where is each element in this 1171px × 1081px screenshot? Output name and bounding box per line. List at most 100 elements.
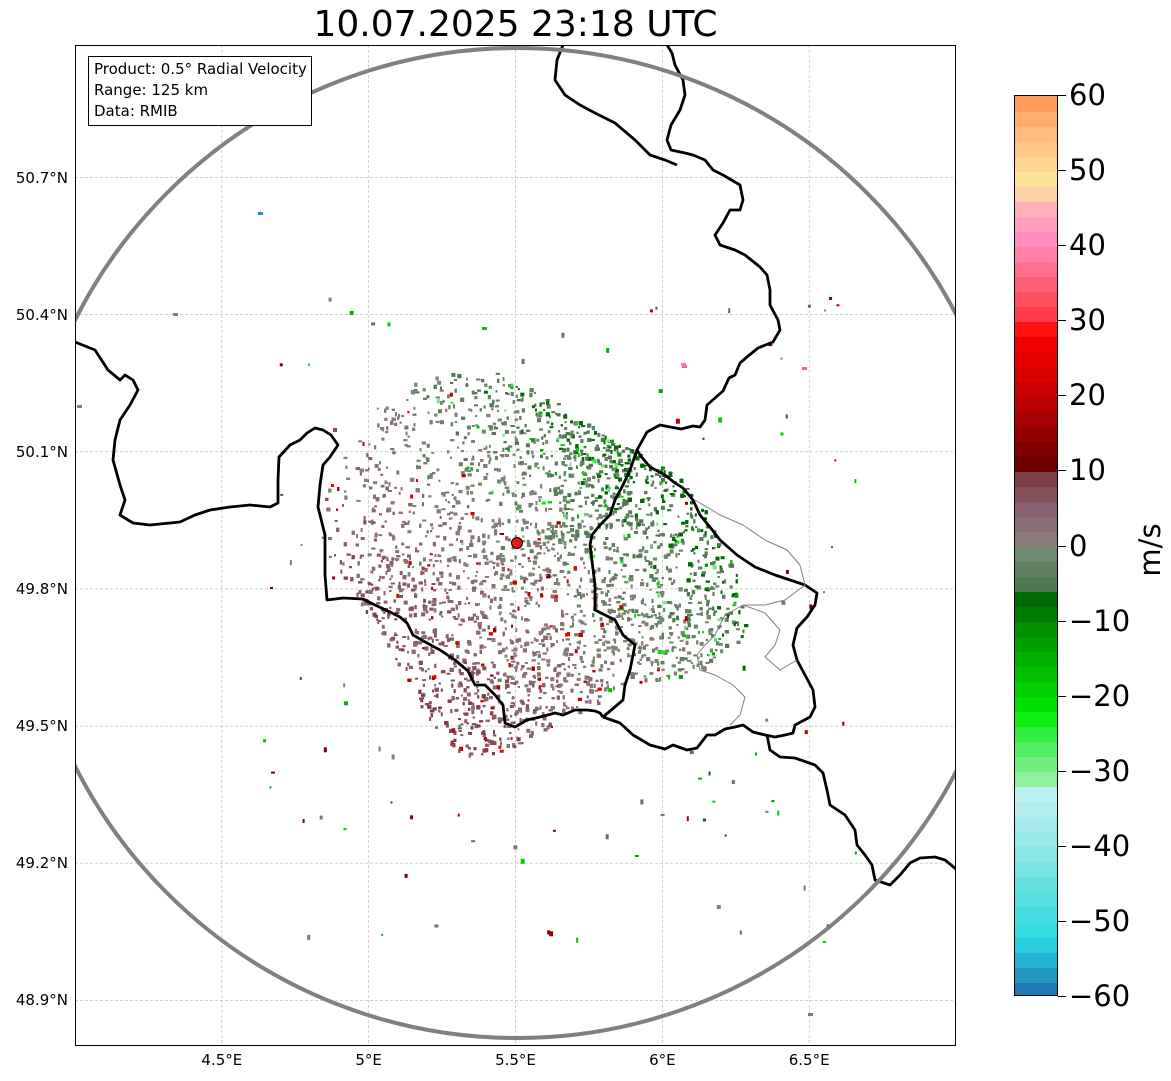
echo-pixel	[663, 607, 666, 612]
echo-pixel	[519, 430, 523, 435]
echo-pixel	[576, 646, 580, 650]
echo-pixel	[591, 590, 596, 594]
echo-pixel	[413, 406, 416, 410]
echo-pixel	[575, 533, 580, 538]
echo-pixel	[550, 677, 555, 682]
echo-pixel	[549, 488, 552, 493]
echo-pixel	[481, 429, 486, 434]
echo-pixel	[401, 415, 404, 417]
radar-map[interactable]	[75, 45, 956, 1046]
echo-pixel	[421, 631, 424, 634]
echo-pixel	[605, 485, 608, 490]
echo-pixel	[616, 615, 620, 618]
echo-pixel	[470, 409, 473, 412]
echo-pixel	[584, 548, 589, 553]
echo-pixel	[517, 728, 520, 731]
echo-pixel	[604, 457, 608, 461]
echo-pixel	[508, 384, 512, 388]
echo-pixel	[486, 414, 491, 418]
echo-pixel	[534, 463, 538, 468]
echo-pixel	[440, 386, 442, 391]
echo-pixel	[437, 553, 440, 557]
echo-pixel	[712, 656, 716, 659]
echo-pixel	[616, 601, 621, 604]
echo-pixel	[655, 591, 660, 594]
echo-pixel	[583, 623, 587, 626]
echo-pixel	[414, 631, 417, 634]
echo-pixel	[699, 641, 704, 646]
echo-pixel	[627, 454, 631, 458]
echo-pixel	[395, 550, 400, 554]
echo-pixel	[576, 706, 579, 708]
echo-pixel	[534, 403, 537, 407]
echo-pixel	[554, 487, 558, 490]
echo-pixel	[689, 572, 692, 575]
echo-pixel	[394, 486, 398, 489]
echo-pixel	[657, 529, 660, 532]
echo-pixel	[466, 425, 471, 430]
echo-pixel	[635, 525, 638, 530]
echo-pixel	[597, 458, 600, 461]
echo-pixel	[377, 467, 381, 471]
echo-pixel	[561, 539, 564, 542]
echo-pixel	[592, 656, 595, 661]
echo-pixel	[532, 581, 536, 586]
echo-pixel	[690, 512, 692, 517]
echo-pixel	[735, 628, 740, 631]
echo-pixel	[570, 688, 574, 693]
echo-pixel	[428, 600, 432, 604]
echo-pixel	[570, 529, 573, 533]
echo-pixel	[649, 574, 654, 579]
echo-pixel	[498, 517, 501, 520]
echo-pixel	[570, 552, 575, 556]
echo-pixel	[381, 525, 385, 528]
echo-pixel	[588, 514, 593, 518]
echo-pixel	[606, 444, 610, 448]
echo-pixel	[704, 587, 708, 591]
echo-pixel	[486, 558, 489, 561]
echo-pixel	[653, 557, 657, 561]
echo-pixel	[401, 542, 405, 546]
echo-pixel	[639, 648, 642, 652]
echo-pixel	[549, 415, 551, 419]
echo-pixel	[344, 490, 347, 493]
echo-pixel	[535, 601, 538, 605]
echo-pixel	[501, 562, 505, 566]
echo-pixel	[539, 705, 542, 710]
echo-pixel	[396, 640, 399, 644]
echo-pixel	[390, 582, 395, 585]
echo-pixel	[659, 635, 664, 640]
echo-pixel	[474, 692, 478, 695]
echo-pixel	[733, 601, 737, 604]
echo-pixel	[365, 610, 368, 614]
echo-pixel	[407, 554, 411, 558]
echo-pixel	[391, 557, 395, 561]
echo-pixel	[562, 495, 567, 499]
echo-pixel	[640, 600, 644, 605]
echo-pixel	[602, 635, 606, 639]
echo-pixel	[680, 538, 684, 543]
echo-pixel	[516, 737, 521, 742]
echo-pixel	[360, 537, 365, 540]
echo-pixel	[532, 680, 536, 683]
echo-pixel	[464, 719, 468, 724]
echo-pixel	[605, 512, 609, 516]
echo-pixel	[601, 579, 606, 584]
echo-pixel	[620, 569, 623, 571]
echo-pixel	[381, 609, 384, 612]
echo-pixel	[577, 453, 580, 458]
echo-pixel	[641, 598, 644, 603]
echo-pixel	[427, 668, 430, 671]
echo-pixel	[538, 411, 543, 415]
echo-pixel	[461, 683, 463, 688]
echo-pixel	[566, 579, 569, 584]
echo-pixel	[448, 517, 451, 520]
echo-pixel	[528, 560, 532, 563]
echo-pixel	[445, 634, 449, 639]
echo-pixel	[731, 620, 736, 625]
echo-pixel	[714, 637, 717, 642]
echo-pixel	[400, 487, 403, 491]
echo-pixel	[645, 527, 649, 531]
echo-pixel	[709, 658, 714, 663]
echo-pixel	[649, 588, 652, 591]
